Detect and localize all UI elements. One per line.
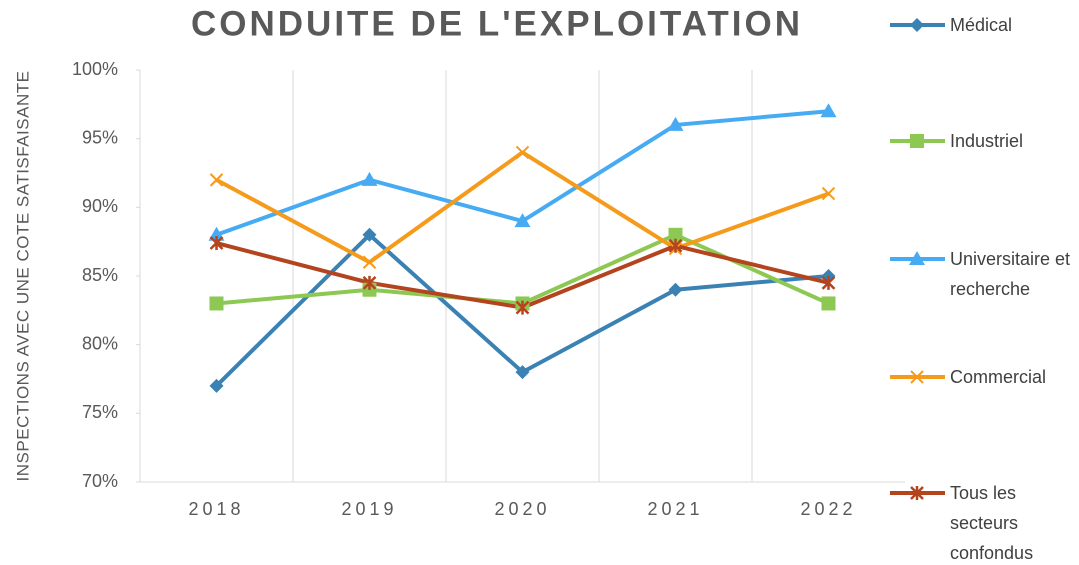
- marker: [821, 296, 836, 311]
- marker: [910, 18, 924, 32]
- legend-label: Tous les secteurs confondus: [950, 483, 1034, 563]
- x-tick-label: 2019: [341, 499, 397, 519]
- chart-title: CONDUITE DE L'EXPLOITATION: [191, 4, 803, 43]
- y-tick-label: 75%: [82, 402, 118, 422]
- legend-label: Commercial: [950, 367, 1047, 387]
- marker: [667, 116, 684, 131]
- marker: [668, 227, 683, 242]
- marker: [820, 103, 837, 118]
- y-tick-label: 70%: [82, 471, 118, 491]
- marker: [515, 365, 530, 380]
- marker: [909, 251, 925, 265]
- x-tick-label: 2018: [188, 499, 244, 519]
- x-tick-label: 2022: [800, 499, 856, 519]
- y-tick-label: 80%: [82, 333, 118, 353]
- marker: [514, 213, 531, 228]
- y-tick-label: 90%: [82, 196, 118, 216]
- marker: [821, 275, 836, 290]
- marker: [668, 238, 683, 253]
- x-tick-label: 2021: [647, 499, 703, 519]
- y-tick-label: 85%: [82, 265, 118, 285]
- marker: [910, 486, 924, 500]
- marker: [515, 300, 530, 315]
- marker: [515, 145, 530, 160]
- marker: [209, 296, 224, 311]
- legend-label: Médical: [950, 15, 1013, 35]
- y-tick-label: 95%: [82, 127, 118, 147]
- marker: [362, 275, 377, 290]
- marker: [209, 236, 224, 251]
- marker: [362, 255, 377, 269]
- marker: [209, 378, 224, 393]
- marker: [361, 171, 378, 186]
- y-tick-label: 100%: [72, 59, 118, 79]
- marker: [910, 370, 924, 384]
- marker: [209, 173, 224, 187]
- series-line: [215, 150, 830, 265]
- marker: [362, 227, 377, 242]
- legend-label: Universitaire et recherche: [950, 249, 1071, 299]
- y-axis-title: INSPECTIONS AVEC UNE COTE SATISFAISANTE: [13, 71, 32, 482]
- x-tick-label: 2020: [494, 499, 550, 519]
- marker: [668, 282, 683, 297]
- marker: [910, 134, 924, 148]
- legend-label: Industriel: [950, 131, 1024, 151]
- marker: [821, 186, 836, 201]
